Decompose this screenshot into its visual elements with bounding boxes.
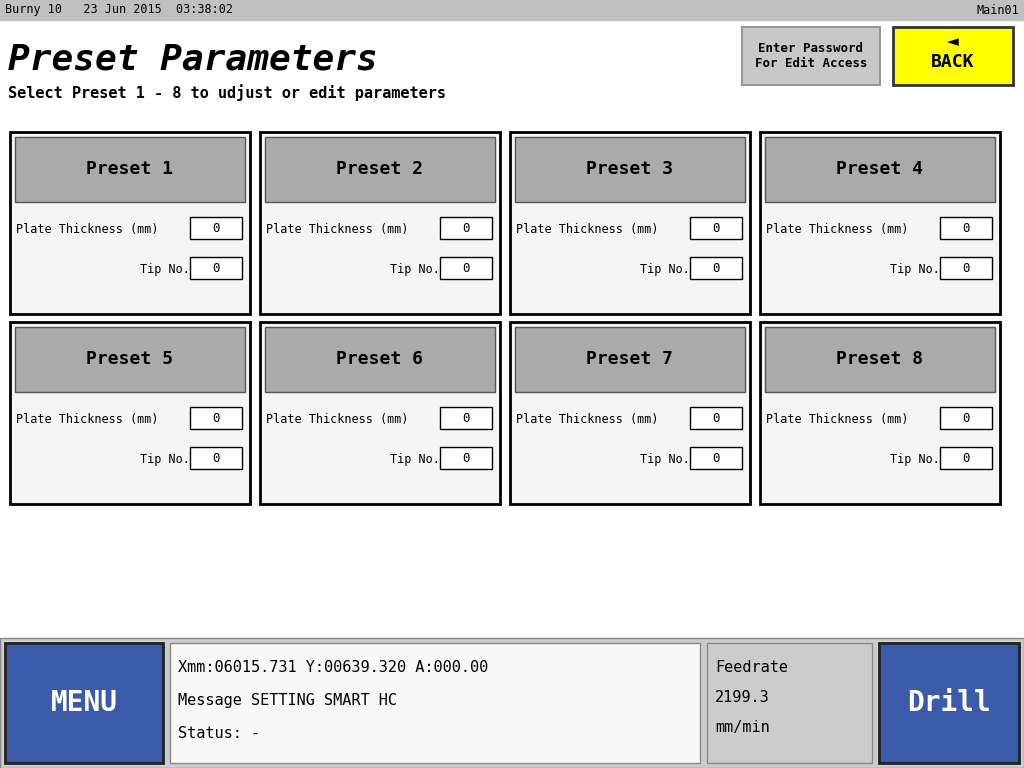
Text: 0: 0 [462,221,470,234]
Text: 0: 0 [713,452,720,465]
Bar [742,27,880,85]
Bar [765,327,995,392]
Text: MENU: MENU [50,689,118,717]
Text: 0: 0 [963,452,970,465]
Bar [510,132,750,314]
Bar [440,217,492,239]
Bar [190,447,242,469]
Text: 0: 0 [212,221,220,234]
Bar [10,322,250,504]
Bar [940,407,992,429]
Text: Tip No.: Tip No. [640,452,690,465]
Text: 0: 0 [963,221,970,234]
Bar [260,132,500,314]
Text: Preset Parameters: Preset Parameters [8,43,378,77]
Text: 0: 0 [963,261,970,274]
Bar [879,643,1019,763]
Text: 0: 0 [212,452,220,465]
Text: Tip No.: Tip No. [890,452,940,465]
Text: Tip No.: Tip No. [640,263,690,276]
Bar [707,643,872,763]
Bar [893,27,1013,85]
Text: 0: 0 [462,412,470,425]
Text: Preset 7: Preset 7 [587,350,674,368]
Text: Tip No.: Tip No. [390,452,440,465]
Bar [5,643,163,763]
Text: Select Preset 1 - 8 to udjust or edit parameters: Select Preset 1 - 8 to udjust or edit pa… [8,84,446,101]
Bar [190,217,242,239]
Bar [10,132,250,314]
Bar [690,217,742,239]
Text: 0: 0 [212,412,220,425]
Text: Tip No.: Tip No. [890,263,940,276]
Text: 0: 0 [713,221,720,234]
Text: Tip No.: Tip No. [390,263,440,276]
Text: Feedrate: Feedrate [715,660,788,675]
Bar [0,0,1024,20]
Bar [440,447,492,469]
Bar [260,322,500,504]
Text: Preset 4: Preset 4 [837,160,924,178]
Bar [440,257,492,279]
Text: Plate Thickness (mm): Plate Thickness (mm) [266,412,409,425]
Text: Plate Thickness (mm): Plate Thickness (mm) [16,412,159,425]
Text: Message SETTING SMART HC: Message SETTING SMART HC [178,693,397,708]
Text: Xmm:06015.731 Y:00639.320 A:000.00: Xmm:06015.731 Y:00639.320 A:000.00 [178,660,488,675]
Bar [265,137,495,202]
Bar [515,327,745,392]
Text: mm/min: mm/min [715,720,770,735]
Text: BACK: BACK [931,53,975,71]
Bar [690,407,742,429]
Text: Plate Thickness (mm): Plate Thickness (mm) [266,223,409,236]
Bar [760,132,1000,314]
Text: 2199.3: 2199.3 [715,690,770,705]
Text: Plate Thickness (mm): Plate Thickness (mm) [766,412,908,425]
Bar [190,257,242,279]
Text: Preset 8: Preset 8 [837,350,924,368]
Text: Tip No.: Tip No. [140,263,189,276]
Bar [265,327,495,392]
Text: Preset 2: Preset 2 [337,160,424,178]
Text: 0: 0 [462,261,470,274]
Bar [760,322,1000,504]
Text: 0: 0 [462,452,470,465]
Bar [690,257,742,279]
Text: Tip No.: Tip No. [140,452,189,465]
Bar [190,407,242,429]
Text: Preset 1: Preset 1 [86,160,173,178]
Text: Main01: Main01 [976,4,1019,16]
Text: Plate Thickness (mm): Plate Thickness (mm) [766,223,908,236]
Text: Plate Thickness (mm): Plate Thickness (mm) [516,412,658,425]
Text: 0: 0 [713,412,720,425]
Bar [940,217,992,239]
Text: Burny 10   23 Jun 2015  03:38:02: Burny 10 23 Jun 2015 03:38:02 [5,4,233,16]
Text: Preset 6: Preset 6 [337,350,424,368]
Bar [15,137,245,202]
Bar [940,447,992,469]
Bar [510,322,750,504]
Bar [440,407,492,429]
Bar [0,20,1024,638]
Text: Status: -: Status: - [178,726,260,741]
Text: Enter Password
For Edit Access: Enter Password For Edit Access [755,42,867,70]
Text: 0: 0 [212,261,220,274]
Bar [0,638,1024,768]
Text: 0: 0 [713,261,720,274]
Text: Drill: Drill [907,689,991,717]
Bar [515,137,745,202]
Bar [765,137,995,202]
Text: Plate Thickness (mm): Plate Thickness (mm) [16,223,159,236]
Bar [15,327,245,392]
Text: Preset 3: Preset 3 [587,160,674,178]
Bar [170,643,700,763]
Text: Plate Thickness (mm): Plate Thickness (mm) [516,223,658,236]
Text: 0: 0 [963,412,970,425]
Bar [940,257,992,279]
Bar [690,447,742,469]
Text: Preset 5: Preset 5 [86,350,173,368]
Text: ◄: ◄ [947,35,958,49]
